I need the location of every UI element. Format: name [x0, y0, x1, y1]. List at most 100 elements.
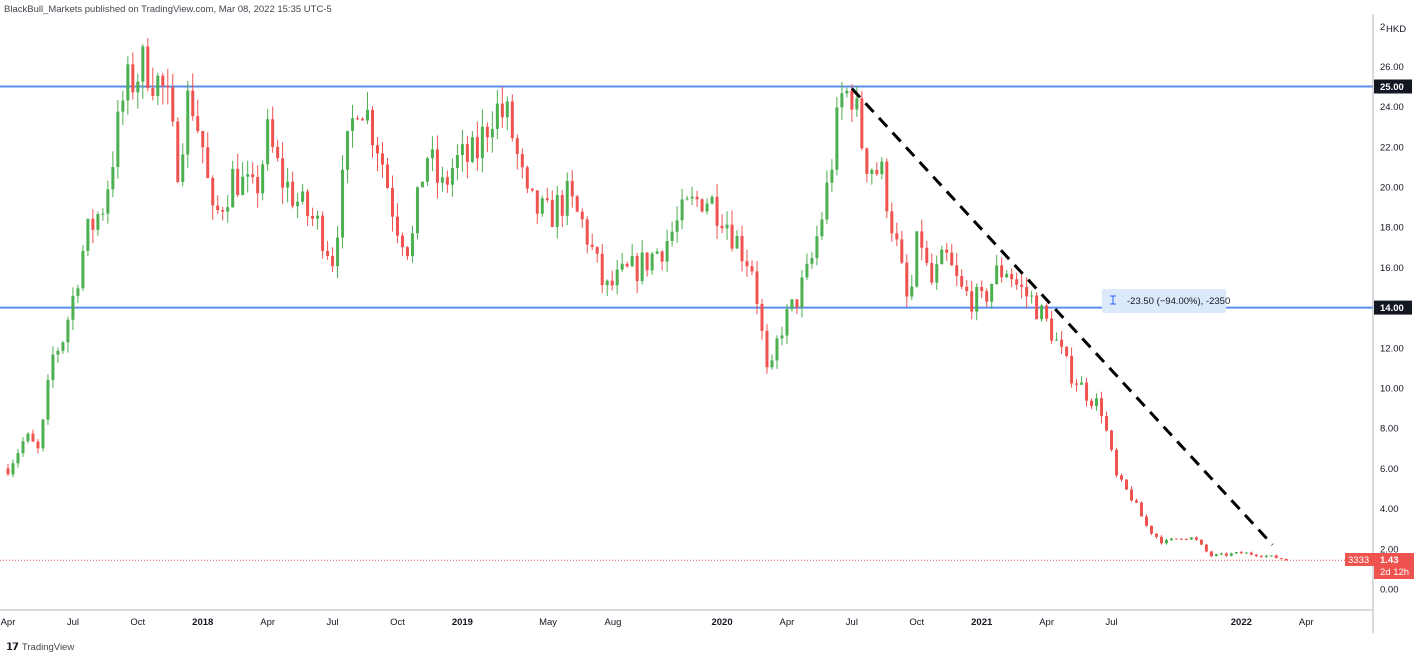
candle-body	[560, 195, 564, 216]
candle-body	[380, 153, 384, 165]
horizontal-levels[interactable]	[0, 85, 1373, 309]
y-tick: 20.00	[1380, 183, 1404, 194]
candle-body	[715, 196, 719, 226]
candle-body	[975, 286, 979, 312]
candle-body	[470, 137, 474, 162]
candle-body	[845, 90, 849, 94]
candle-body	[885, 161, 889, 212]
candle-body	[940, 249, 944, 265]
candle-body	[620, 263, 624, 270]
candle-body	[1149, 525, 1153, 534]
candle-body	[1239, 552, 1243, 554]
candle-body	[695, 196, 699, 200]
candle-body	[101, 213, 105, 215]
candle-body	[1060, 339, 1064, 347]
candle-body	[366, 109, 370, 121]
candle-body	[176, 121, 180, 182]
candle-body	[121, 100, 125, 112]
candle-body	[990, 284, 994, 302]
x-tick: Apr	[1, 617, 16, 628]
candle-body	[181, 154, 185, 182]
time-axis[interactable]: Apr Jul Oct 2018 Apr Jul Oct 2019 May Aug 2020 Apr J…	[0, 609, 1373, 628]
y-tick: 0.00	[1380, 585, 1399, 596]
candle-body	[201, 131, 205, 148]
candle-body	[1035, 295, 1039, 320]
candle-body	[480, 126, 484, 159]
candle-body	[256, 177, 260, 194]
candle-body	[510, 101, 514, 139]
candle-body	[985, 291, 989, 302]
candle-body	[1010, 273, 1014, 280]
candle-body	[76, 288, 80, 296]
candle-body	[106, 189, 110, 214]
candle-body	[1095, 398, 1099, 407]
candle-body	[1214, 554, 1218, 557]
candle-body	[66, 319, 70, 343]
candle-body	[545, 198, 549, 200]
candle-body	[281, 158, 285, 188]
x-tick: 2022	[1231, 617, 1252, 628]
candle-body	[445, 177, 449, 185]
x-tick: Apr	[780, 617, 795, 628]
candle-body	[625, 263, 629, 267]
candle-body	[800, 277, 804, 308]
candle-body	[1259, 556, 1263, 558]
measure-label: -23.50 (−94.00%), -2350	[1127, 296, 1230, 307]
candle-body	[1050, 318, 1054, 341]
price-axis[interactable]: 26.0024.0022.0020.0018.0016.0012.0010.00…	[1345, 14, 1425, 634]
candle-body	[475, 137, 479, 159]
footer-logo[interactable]: 𝟭𝟳 TradingView	[6, 640, 74, 654]
candle-body	[1154, 533, 1158, 537]
candle-body	[385, 164, 389, 188]
y-tick: 16.00	[1380, 263, 1404, 274]
candle-body	[665, 240, 669, 262]
candle-body	[815, 236, 819, 259]
tradingview-text: TradingView	[21, 641, 75, 653]
candle-body	[1249, 552, 1253, 555]
candle-body	[86, 218, 90, 251]
candle-body	[1090, 400, 1094, 407]
candle-body	[1184, 538, 1188, 540]
candles	[6, 37, 1288, 561]
candle-body	[1080, 382, 1084, 385]
candle-body	[261, 164, 265, 194]
candle-body	[21, 441, 25, 454]
level-tag	[1374, 300, 1412, 315]
candle-body	[286, 181, 290, 188]
candle-body	[820, 219, 824, 237]
candle-body	[1279, 558, 1283, 560]
candle-body	[131, 64, 135, 93]
measure-icon	[1110, 295, 1116, 305]
candle-body	[655, 251, 659, 254]
y-tick-labels: 26.00 24.00 22.00 20.00 18.00 16.00 12.00 10.00…	[1380, 62, 1404, 596]
candle-body	[1040, 305, 1044, 320]
x-tick: 2018	[192, 617, 213, 628]
candle-body	[905, 262, 909, 297]
candle-body	[960, 275, 964, 287]
y-tick: 6.00	[1380, 464, 1399, 475]
candle-body	[870, 169, 874, 174]
measure-tooltip: -23.50 (−94.00%), -2350	[1102, 289, 1230, 313]
candle-body	[980, 286, 984, 292]
candle-body	[485, 126, 489, 138]
candle-body	[575, 196, 579, 212]
x-tick: Apr	[1299, 617, 1314, 628]
candle-body	[415, 187, 419, 234]
candle-body	[600, 253, 604, 286]
level-label: 25.00	[1380, 82, 1404, 93]
x-tick: Oct	[130, 617, 145, 628]
level-tag	[1374, 79, 1412, 94]
candle-body	[11, 463, 15, 475]
candle-body	[965, 286, 969, 292]
trend-line[interactable]	[850, 87, 1274, 546]
candle-body	[915, 231, 919, 287]
candle-body	[890, 211, 894, 234]
candle-body	[1169, 538, 1173, 540]
volume-label: 3333	[1348, 555, 1369, 566]
candle-body	[271, 119, 275, 147]
candle-body	[351, 118, 355, 131]
candle-body	[660, 251, 664, 262]
candle-body	[1159, 536, 1163, 544]
candle-body	[910, 286, 914, 297]
